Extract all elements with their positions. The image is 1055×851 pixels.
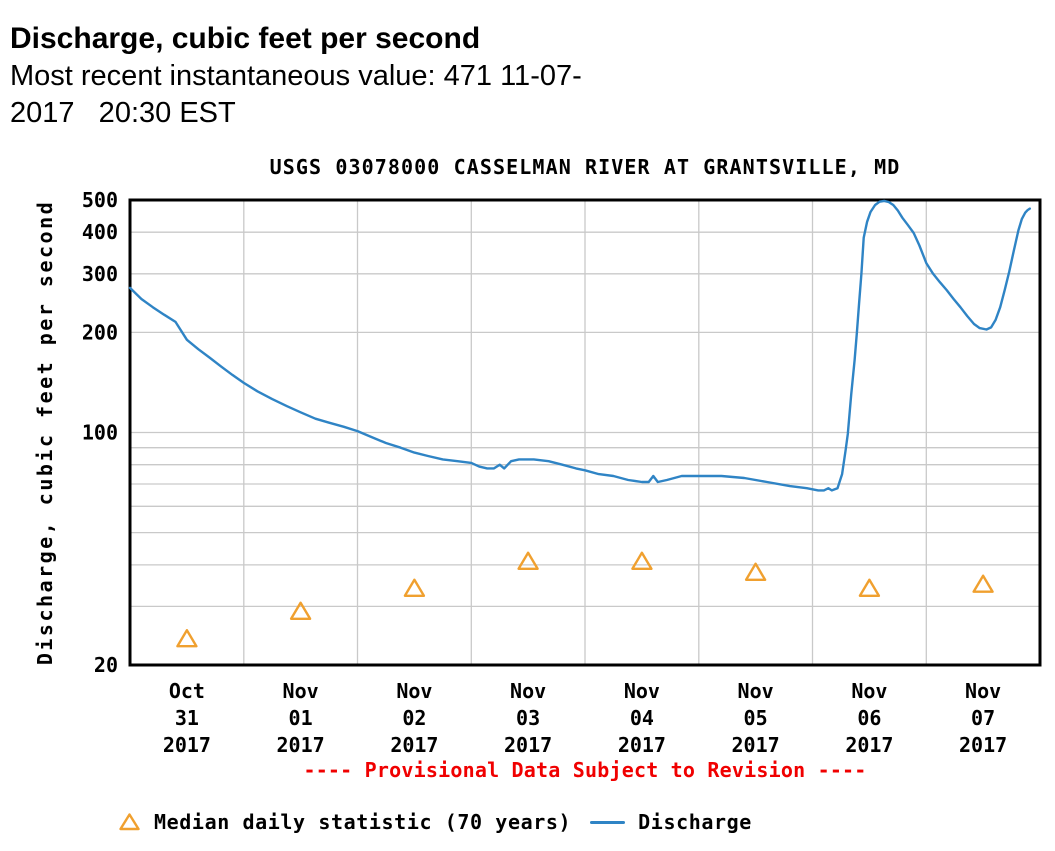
svg-text:05: 05: [744, 706, 768, 730]
svg-text:31: 31: [175, 706, 199, 730]
svg-text:03: 03: [516, 706, 540, 730]
svg-text:300: 300: [82, 262, 118, 286]
svg-text:07: 07: [971, 706, 995, 730]
svg-text:2017: 2017: [163, 733, 211, 757]
svg-text:Nov: Nov: [738, 679, 774, 703]
y-axis-tick-labels: 500 400 300 200 100 20: [82, 188, 118, 677]
svg-text:Nov: Nov: [510, 679, 546, 703]
chart-legend: Median daily statistic (70 years) Discha…: [118, 810, 752, 834]
discharge-line-icon: [590, 820, 626, 824]
svg-text:400: 400: [82, 220, 118, 244]
svg-text:Nov: Nov: [624, 679, 660, 703]
svg-text:02: 02: [402, 706, 426, 730]
page-title: Discharge, cubic feet per second: [10, 22, 481, 55]
discharge-line: [128, 199, 1032, 492]
svg-text:2017: 2017: [959, 733, 1007, 757]
chart-header: Discharge, cubic feet per second Most re…: [10, 20, 582, 132]
gridlines: [130, 200, 1040, 665]
legend-discharge-label: Discharge: [638, 810, 752, 834]
svg-text:06: 06: [857, 706, 881, 730]
svg-text:2017: 2017: [845, 733, 893, 757]
legend-median-label: Median daily statistic (70 years): [154, 810, 572, 834]
median-triangle-icon: [119, 813, 140, 831]
chart-title: USGS 03078000 CASSELMAN RIVER AT GRANTSV…: [269, 155, 901, 179]
svg-text:01: 01: [289, 706, 313, 730]
svg-text:20: 20: [94, 653, 118, 677]
svg-text:2017: 2017: [618, 733, 666, 757]
svg-text:2017: 2017: [732, 733, 780, 757]
svg-text:Nov: Nov: [283, 679, 319, 703]
svg-text:2017: 2017: [390, 733, 438, 757]
svg-text:2017: 2017: [277, 733, 325, 757]
plot-border: [128, 198, 1042, 667]
svg-text:2017: 2017: [504, 733, 552, 757]
provisional-note: ---- Provisional Data Subject to Revisio…: [303, 758, 867, 782]
most-recent-value-line1: Most recent instantaneous value: 471 11-…: [10, 60, 582, 92]
svg-text:200: 200: [82, 320, 118, 344]
most-recent-value-line2: 2017 20:30 EST: [10, 97, 236, 129]
svg-text:Nov: Nov: [851, 679, 887, 703]
y-axis-title: Discharge, cubic feet per second: [33, 200, 57, 665]
svg-text:Nov: Nov: [965, 679, 1001, 703]
svg-text:Nov: Nov: [396, 679, 432, 703]
median-markers: [176, 551, 994, 648]
svg-text:04: 04: [630, 706, 654, 730]
svg-text:Oct: Oct: [169, 679, 205, 703]
x-axis-tick-labels: Oct 31 2017 Nov 01 2017 Nov 02 2017 Nov 03 2017 Nov 0…: [163, 679, 1007, 757]
svg-text:500: 500: [82, 188, 118, 212]
svg-text:100: 100: [82, 421, 118, 445]
